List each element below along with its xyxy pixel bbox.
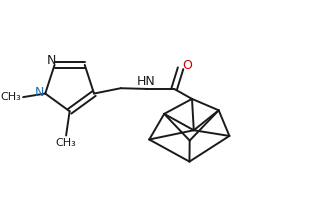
Text: N: N	[47, 54, 57, 67]
Text: O: O	[182, 59, 192, 71]
Text: HN: HN	[136, 75, 155, 88]
Text: CH₃: CH₃	[56, 138, 76, 148]
Text: N: N	[35, 86, 44, 99]
Text: CH₃: CH₃	[0, 92, 21, 102]
